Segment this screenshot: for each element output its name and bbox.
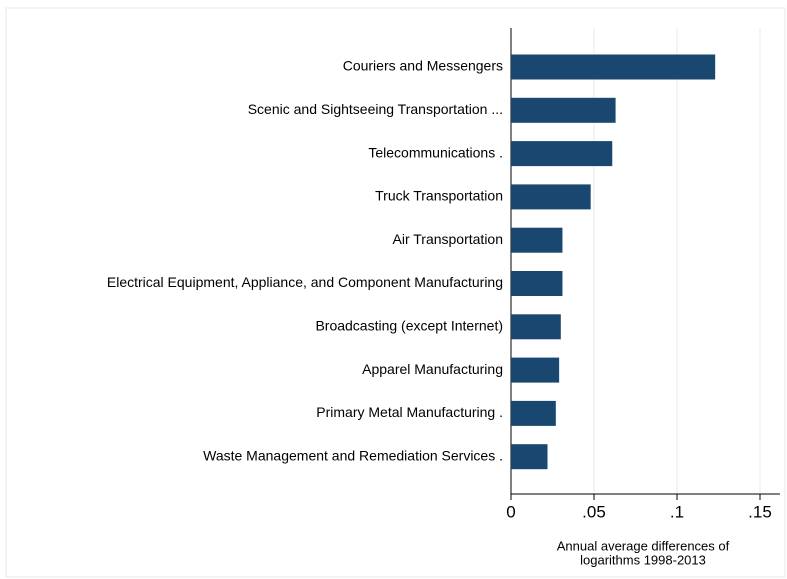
frame xyxy=(5,7,786,578)
y-tick-label: Waste Management and Remediation Service… xyxy=(203,447,503,463)
x-tick-label: 0 xyxy=(506,502,515,521)
bar xyxy=(511,444,548,470)
x-tick-label: .05 xyxy=(582,502,606,521)
bar xyxy=(511,357,560,383)
y-tick-label: Primary Metal Manufacturing . xyxy=(316,404,503,420)
y-tick-label: Truck Transportation xyxy=(375,188,503,204)
y-tick-label: Telecommunications . xyxy=(368,144,503,160)
bar xyxy=(511,141,613,167)
y-tick-label: Scenic and Sightseeing Transportation ..… xyxy=(248,101,503,117)
y-tick-label: Broadcasting (except Internet) xyxy=(315,318,503,334)
bar xyxy=(511,97,616,123)
y-tick-label: Electrical Equipment, Appliance, and Com… xyxy=(107,274,503,290)
y-tick-label: Air Transportation xyxy=(393,231,504,247)
bar xyxy=(511,271,563,296)
x-tick-label: .1 xyxy=(670,502,684,521)
bar xyxy=(511,54,716,80)
x-tick-label: .15 xyxy=(748,502,772,521)
bar xyxy=(511,227,563,253)
bar xyxy=(511,314,561,340)
y-tick-label: Couriers and Messengers xyxy=(343,58,503,74)
bar xyxy=(511,400,556,426)
x-axis-label: Annual average differences of xyxy=(557,538,730,553)
bar xyxy=(511,184,591,210)
x-axis-label: logarithms 1998-2013 xyxy=(580,552,706,567)
y-tick-label: Apparel Manufacturing xyxy=(362,361,503,377)
